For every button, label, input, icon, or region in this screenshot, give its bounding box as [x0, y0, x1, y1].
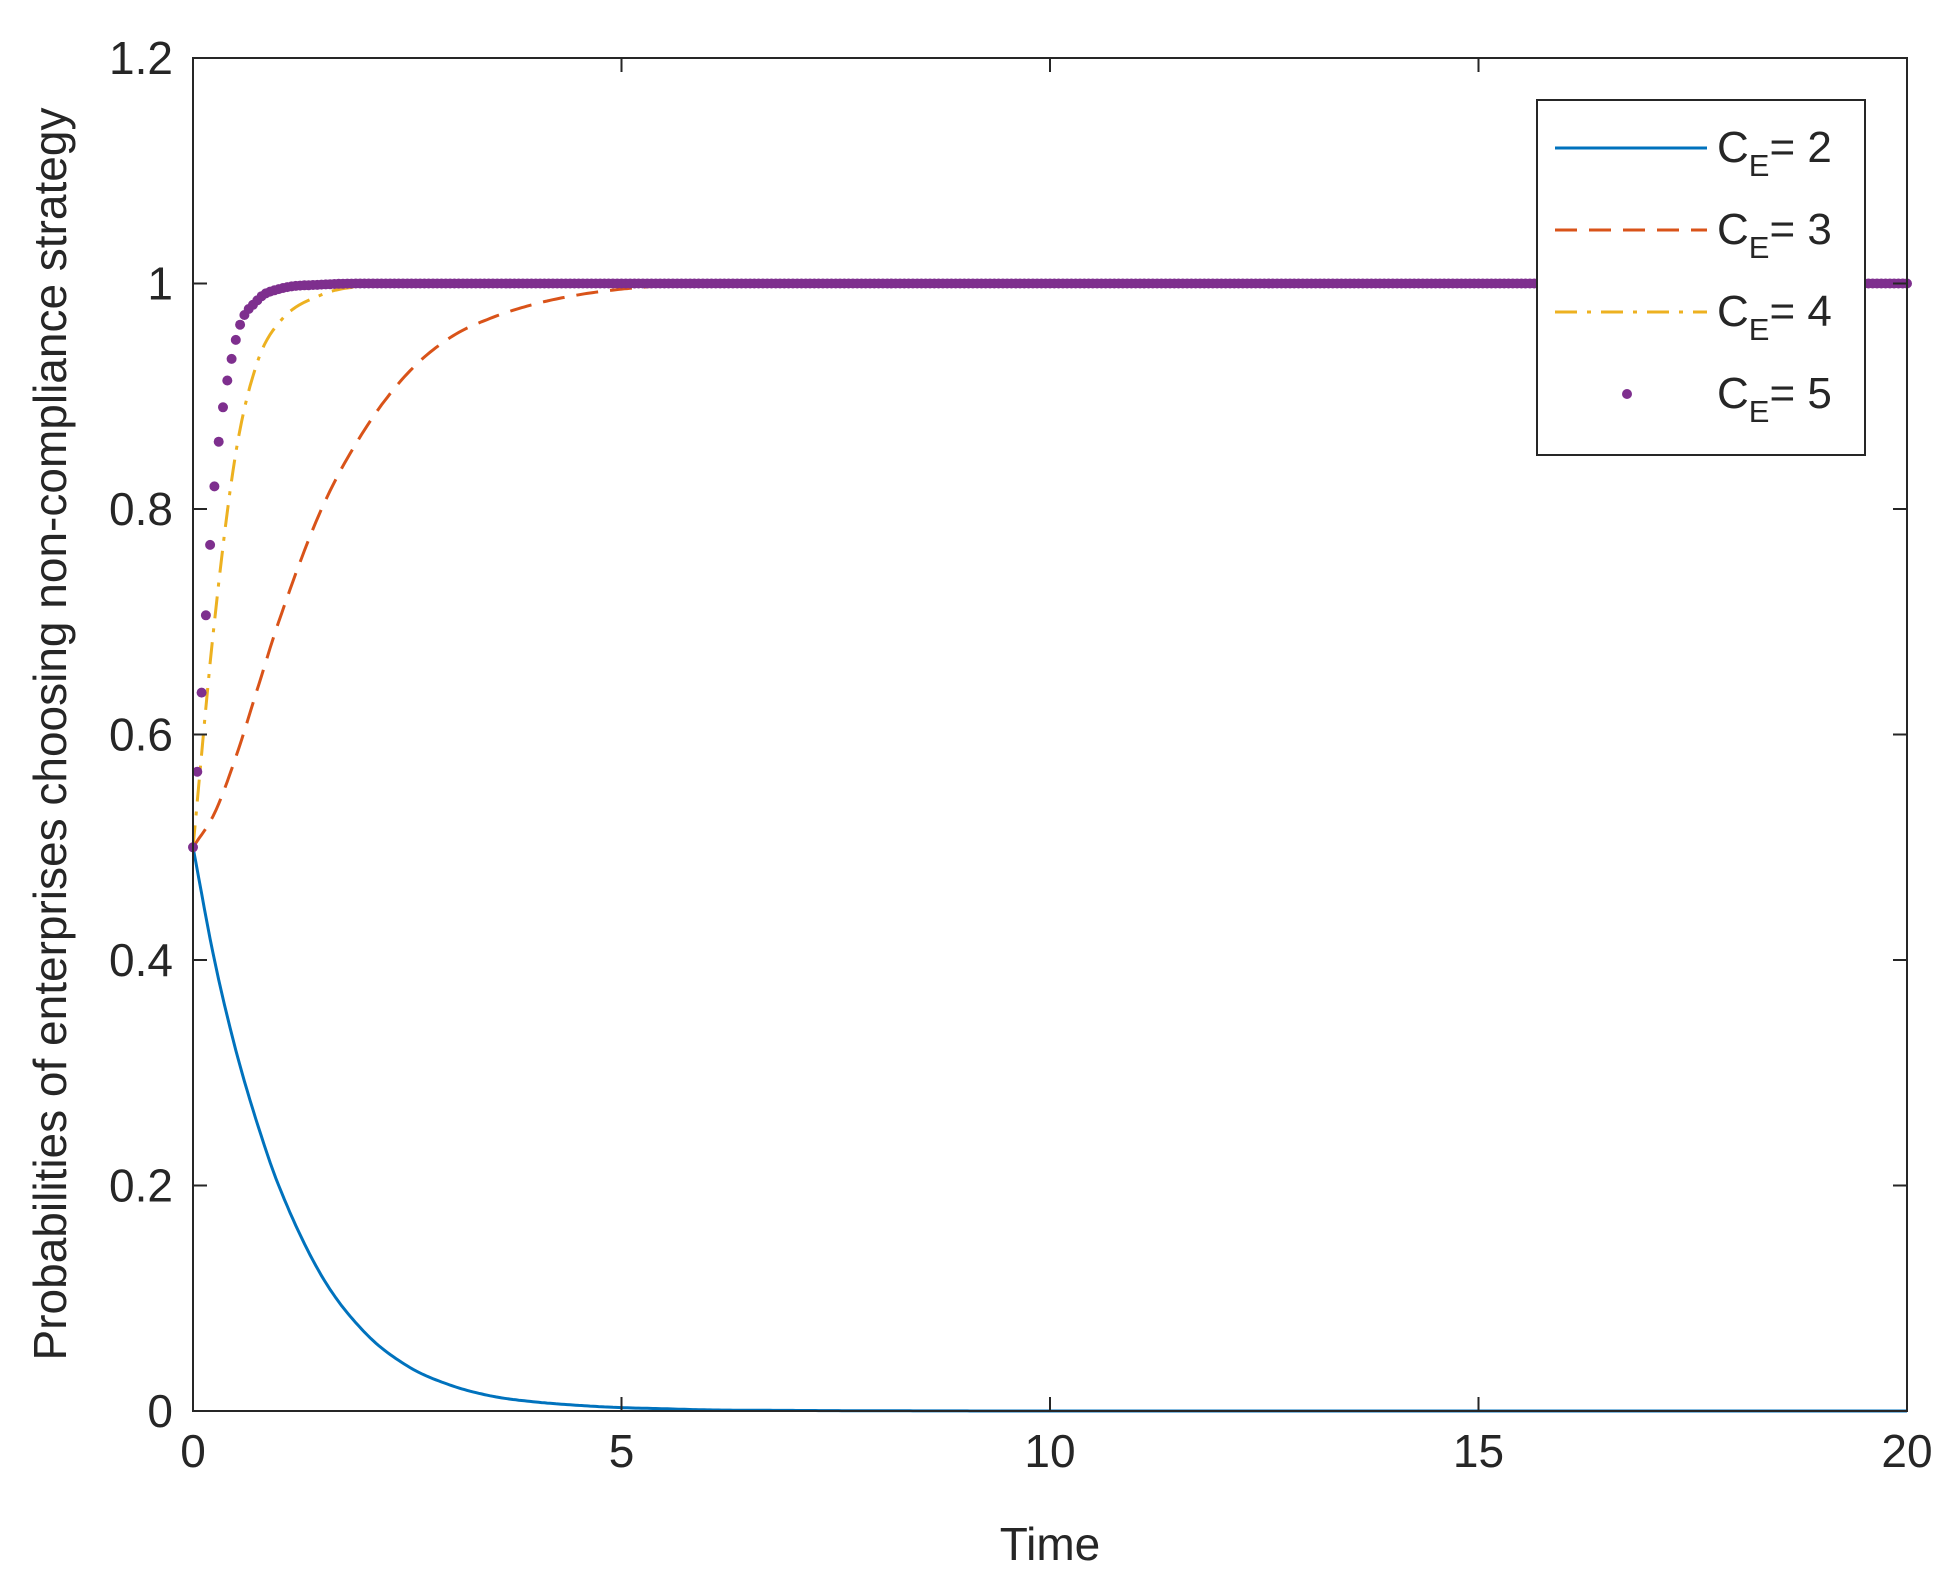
- y-axis-ticks: 0 0.2 0.4 0.6 0.8 1 1.2: [109, 32, 1907, 1437]
- legend-item-3: CE= 4: [1555, 287, 1832, 347]
- series-2: [191, 282, 1907, 849]
- legend-label: CE= 4: [1717, 287, 1832, 347]
- series-4-point: [200, 610, 211, 621]
- legend-label: CE= 2: [1717, 123, 1832, 183]
- series-4-point: [218, 402, 228, 413]
- series-layer: [188, 278, 1912, 1413]
- series-4-point: [213, 436, 224, 447]
- legend-label: CE= 3: [1717, 205, 1832, 265]
- x-axis-ticks: 0 5 10 15 20: [180, 58, 1933, 1477]
- y-tick-label: 1: [147, 258, 173, 310]
- x-tick-label: 0: [180, 1425, 206, 1477]
- legend-box: [1536, 99, 1866, 456]
- y-tick-label: 0.4: [109, 934, 173, 986]
- series-4: [188, 278, 1912, 853]
- y-tick-label: 0.8: [109, 483, 173, 535]
- legend-item-2: CE= 3: [1555, 205, 1832, 265]
- series-4-point: [222, 375, 233, 386]
- y-tick-label: 0: [147, 1385, 173, 1437]
- y-tick-label: 0.2: [109, 1160, 173, 1212]
- x-tick-label: 20: [1881, 1425, 1932, 1477]
- series-4-point: [209, 481, 220, 492]
- legend-marker: [1622, 389, 1632, 399]
- series-4-point: [196, 687, 207, 698]
- series-4-point: [192, 766, 203, 777]
- legend-item-4: CE= 5: [1622, 369, 1832, 429]
- legend: CE= 2 CE= 3 CE= 4 CE= 5: [1536, 99, 1866, 456]
- x-tick-label: 10: [1024, 1425, 1075, 1477]
- series-4-point: [230, 334, 241, 345]
- series-4-point: [205, 539, 216, 550]
- y-axis-label: Probabilities of enterprises choosing no…: [24, 108, 76, 1361]
- legend-label: CE= 5: [1717, 369, 1832, 429]
- series-4-point: [226, 353, 237, 364]
- y-tick-label: 1.2: [109, 32, 173, 84]
- legend-item-1: CE= 2: [1555, 123, 1832, 183]
- x-tick-label: 15: [1453, 1425, 1504, 1477]
- x-axis-label: Time: [1000, 1518, 1101, 1570]
- x-tick-label: 5: [609, 1425, 635, 1477]
- series-4-point: [235, 319, 246, 330]
- y-tick-label: 0.6: [109, 709, 173, 761]
- series-2-line: [191, 282, 1907, 849]
